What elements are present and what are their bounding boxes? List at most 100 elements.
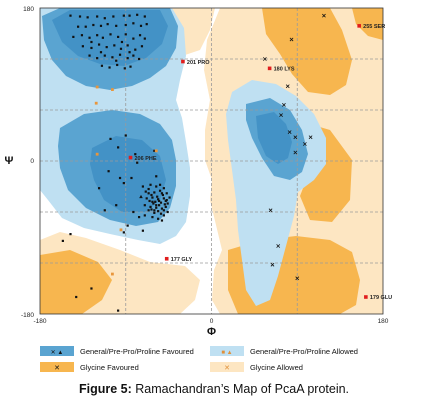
data-point-general xyxy=(145,23,148,26)
data-point-general xyxy=(140,45,144,48)
outlier-point xyxy=(164,256,169,261)
data-point-general xyxy=(151,200,154,203)
data-point-general xyxy=(113,44,116,47)
data-point-glycine xyxy=(308,135,313,140)
general-core-region-alpha xyxy=(90,136,166,212)
data-point-general xyxy=(143,214,146,217)
data-point-general xyxy=(115,24,118,27)
data-point-general xyxy=(126,57,129,60)
data-point-general xyxy=(117,146,120,149)
data-point-glycine xyxy=(268,208,273,213)
data-point-general xyxy=(160,192,164,195)
data-point-general xyxy=(165,192,168,195)
data-point-general xyxy=(162,187,165,190)
data-point-general xyxy=(137,216,141,219)
data-point-general xyxy=(129,65,132,68)
legend-label-glycine-allowed: Glycine Allowed xyxy=(250,363,303,372)
data-point-general xyxy=(148,199,151,203)
data-point-general xyxy=(155,204,158,207)
data-point-pre-pro xyxy=(95,85,99,89)
data-point-general xyxy=(144,190,147,193)
points-layer xyxy=(61,13,326,312)
data-point-general xyxy=(160,219,164,222)
legend-marks-glycine-allowed: ✕ xyxy=(224,365,230,372)
data-point-glycine xyxy=(276,244,281,248)
data-point-general xyxy=(112,15,115,18)
data-point-general xyxy=(138,34,142,37)
data-point-general xyxy=(88,36,91,39)
data-point-general xyxy=(151,216,154,219)
data-point-general xyxy=(132,210,135,214)
data-point-general xyxy=(103,209,106,212)
data-point-general xyxy=(97,43,101,46)
data-point-general xyxy=(111,56,114,59)
data-point-general xyxy=(150,208,153,211)
data-point-general xyxy=(108,66,111,69)
x-tick-label-max: 180 xyxy=(378,318,389,325)
data-point-general xyxy=(134,48,137,51)
data-point-general xyxy=(130,176,133,180)
data-point-general xyxy=(153,211,156,214)
data-point-general xyxy=(153,149,156,152)
legend-marks-glycine-favoured: ✕ xyxy=(54,365,60,372)
glycine-favoured-region-bl xyxy=(40,250,112,314)
data-point-general xyxy=(101,36,104,39)
data-point-glycine xyxy=(289,37,294,42)
outlier-point xyxy=(364,295,368,299)
data-point-general xyxy=(119,47,123,50)
x-tick-label-min: -180 xyxy=(33,318,46,325)
data-point-general xyxy=(155,206,158,209)
y-tick-label-zero: 0 xyxy=(30,158,34,165)
data-point-general xyxy=(118,53,122,56)
data-point-general xyxy=(157,204,161,207)
data-point-general xyxy=(69,14,72,17)
data-point-general xyxy=(88,54,91,57)
data-point-general xyxy=(116,63,119,67)
data-point-glycine xyxy=(270,262,275,267)
data-point-general xyxy=(139,24,143,27)
glycine-favoured-region-top xyxy=(262,8,352,95)
data-point-glycine xyxy=(279,113,283,117)
data-point-general xyxy=(117,35,120,38)
data-point-general xyxy=(161,193,165,197)
legend-swatch-general-allowed xyxy=(210,346,244,356)
data-point-general xyxy=(90,46,93,50)
data-point-general xyxy=(90,40,93,44)
data-point-general xyxy=(84,25,87,28)
data-point-general xyxy=(149,183,152,186)
data-point-general xyxy=(126,224,129,227)
data-point-general xyxy=(145,197,148,200)
data-point-general xyxy=(159,212,163,215)
data-point-general xyxy=(136,13,139,16)
data-point-general xyxy=(157,199,161,203)
data-point-general xyxy=(151,196,154,199)
outlier-label: 201 PRO xyxy=(187,60,210,66)
region-layer xyxy=(40,8,383,314)
data-point-general xyxy=(77,25,80,28)
data-point-general xyxy=(115,204,118,207)
data-point-general xyxy=(103,54,106,57)
data-point-general xyxy=(128,51,131,54)
outlier-point xyxy=(357,24,361,28)
data-point-general xyxy=(124,23,127,27)
data-point-glycine xyxy=(295,276,300,281)
data-point-general xyxy=(69,233,72,236)
data-point-general xyxy=(80,34,84,37)
data-point-general xyxy=(96,34,99,37)
data-point-glycine xyxy=(285,84,290,89)
data-point-glycine xyxy=(262,57,267,61)
legend-swatch-glycine-favoured xyxy=(40,362,74,372)
y-tick-label-min: -180 xyxy=(21,312,34,319)
data-point-general xyxy=(61,239,64,242)
data-point-general xyxy=(78,15,82,18)
data-point-general xyxy=(153,209,156,212)
x-tick-label-zero: 0 xyxy=(210,318,214,325)
outlier-label: 180 LYS xyxy=(274,67,295,73)
data-point-general xyxy=(86,16,89,19)
figure-caption: Figure 5: Ramachandran’s Map of PcaA pro… xyxy=(0,382,428,396)
data-point-general xyxy=(150,193,153,197)
data-point-general xyxy=(75,295,78,299)
data-point-general xyxy=(122,231,125,234)
data-point-general xyxy=(109,33,112,36)
